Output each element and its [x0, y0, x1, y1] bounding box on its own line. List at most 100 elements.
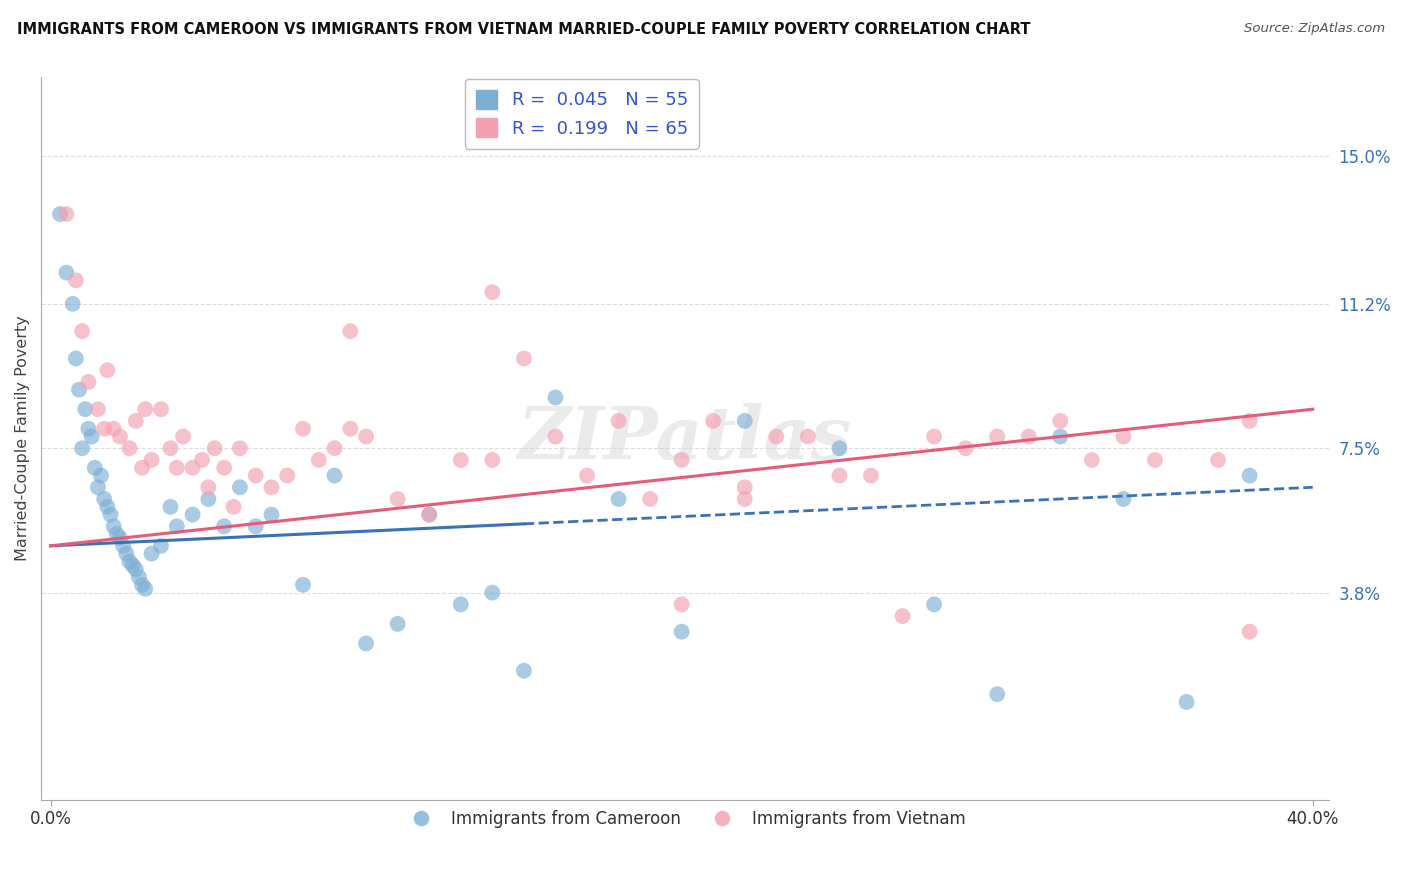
Text: ZIPatlas: ZIPatlas: [517, 403, 852, 474]
Point: [212, 460, 235, 475]
Point: [922, 429, 945, 443]
Point: [93, 491, 115, 506]
Text: IMMIGRANTS FROM CAMEROON VS IMMIGRANTS FROM VIETNAM MARRIED-COUPLE FAMILY POVERT: IMMIGRANTS FROM CAMEROON VS IMMIGRANTS F…: [17, 22, 1031, 37]
Point: [131, 460, 153, 475]
Point: [260, 480, 283, 494]
Point: [354, 636, 377, 650]
Point: [387, 491, 409, 506]
Point: [87, 480, 110, 494]
Point: [418, 508, 440, 522]
Point: [986, 429, 1008, 443]
Point: [121, 558, 143, 573]
Point: [828, 468, 851, 483]
Point: [105, 527, 128, 541]
Point: [513, 351, 536, 366]
Point: [100, 508, 122, 522]
Point: [77, 422, 100, 436]
Point: [172, 429, 194, 443]
Point: [49, 207, 72, 221]
Text: Source: ZipAtlas.com: Source: ZipAtlas.com: [1244, 22, 1385, 36]
Point: [108, 531, 131, 545]
Point: [159, 500, 181, 514]
Legend: Immigrants from Cameroon, Immigrants from Vietnam: Immigrants from Cameroon, Immigrants fro…: [396, 803, 973, 835]
Point: [354, 429, 377, 443]
Point: [323, 442, 346, 456]
Point: [607, 414, 630, 428]
Point: [544, 391, 567, 405]
Point: [323, 468, 346, 483]
Point: [308, 453, 330, 467]
Point: [765, 429, 787, 443]
Y-axis label: Married-Couple Family Poverty: Married-Couple Family Poverty: [15, 316, 30, 561]
Point: [671, 453, 693, 467]
Point: [450, 598, 472, 612]
Point: [450, 453, 472, 467]
Point: [150, 539, 173, 553]
Point: [112, 539, 135, 553]
Point: [181, 460, 204, 475]
Point: [513, 664, 536, 678]
Point: [734, 480, 756, 494]
Point: [891, 609, 914, 624]
Point: [83, 460, 105, 475]
Point: [55, 207, 77, 221]
Point: [181, 508, 204, 522]
Point: [544, 429, 567, 443]
Point: [1239, 468, 1261, 483]
Point: [166, 519, 188, 533]
Point: [418, 508, 440, 522]
Point: [1112, 429, 1135, 443]
Point: [115, 547, 138, 561]
Point: [128, 570, 150, 584]
Point: [339, 422, 361, 436]
Point: [87, 402, 110, 417]
Point: [67, 383, 90, 397]
Point: [103, 519, 125, 533]
Point: [859, 468, 882, 483]
Point: [65, 351, 87, 366]
Point: [197, 491, 219, 506]
Point: [159, 442, 181, 456]
Point: [276, 468, 298, 483]
Point: [65, 273, 87, 287]
Point: [118, 554, 141, 568]
Point: [1049, 429, 1071, 443]
Point: [481, 285, 503, 299]
Point: [80, 429, 103, 443]
Point: [134, 402, 156, 417]
Point: [1175, 695, 1198, 709]
Point: [229, 442, 252, 456]
Point: [125, 414, 148, 428]
Point: [62, 297, 84, 311]
Point: [955, 442, 977, 456]
Point: [141, 453, 163, 467]
Point: [197, 480, 219, 494]
Point: [131, 578, 153, 592]
Point: [75, 402, 97, 417]
Point: [103, 422, 125, 436]
Point: [108, 429, 131, 443]
Point: [292, 578, 315, 592]
Point: [191, 453, 214, 467]
Point: [1081, 453, 1104, 467]
Point: [222, 500, 245, 514]
Point: [481, 585, 503, 599]
Point: [96, 500, 118, 514]
Point: [212, 519, 235, 533]
Point: [245, 519, 267, 533]
Point: [797, 429, 820, 443]
Point: [387, 616, 409, 631]
Point: [638, 491, 661, 506]
Point: [1239, 624, 1261, 639]
Point: [166, 460, 188, 475]
Point: [481, 453, 503, 467]
Point: [575, 468, 598, 483]
Point: [922, 598, 945, 612]
Point: [607, 491, 630, 506]
Point: [292, 422, 315, 436]
Point: [1143, 453, 1166, 467]
Point: [77, 375, 100, 389]
Point: [134, 582, 156, 596]
Point: [70, 324, 93, 338]
Point: [70, 442, 93, 456]
